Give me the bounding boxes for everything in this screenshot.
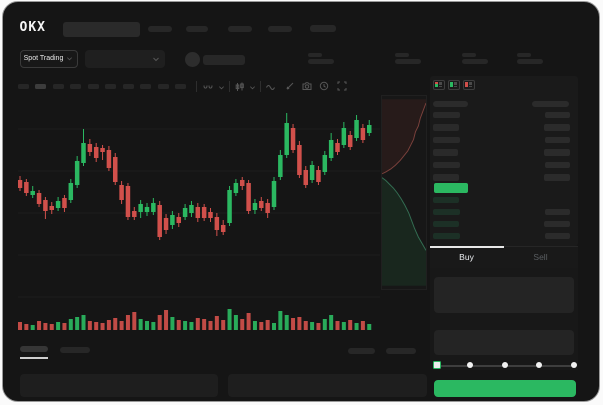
sell-tab-label: Sell xyxy=(533,252,548,262)
slider-handle[interactable] xyxy=(432,361,441,369)
timeframe-row xyxy=(17,83,186,89)
bottom-toolbar-item[interactable] xyxy=(385,347,416,354)
orderbook-row[interactable] xyxy=(432,121,570,134)
line-wave-icon[interactable] xyxy=(265,82,276,92)
orderbook-view-switcher xyxy=(432,79,475,90)
trade-tabs: Buy Sell xyxy=(429,245,578,268)
draw-pencil-icon[interactable] xyxy=(285,81,295,91)
chevron-down-icon[interactable] xyxy=(218,84,225,91)
ticker-stat-label xyxy=(461,52,476,57)
orderbook-row[interactable] xyxy=(432,218,570,230)
bottom-tab-indicator xyxy=(19,357,48,359)
candlestick-chart-canvas[interactable] xyxy=(17,100,380,335)
timeframe-button[interactable] xyxy=(175,83,186,89)
orderbook-row[interactable] xyxy=(432,146,570,159)
tab-buy[interactable]: Buy xyxy=(430,247,504,268)
tab-sell[interactable]: Sell xyxy=(504,247,578,268)
orderbook-bids xyxy=(432,194,570,242)
orders-panel-placeholder xyxy=(227,373,427,397)
nav-item-placeholder[interactable] xyxy=(309,24,336,32)
timeframe-button[interactable] xyxy=(70,83,81,89)
orderbook-view-both-icon[interactable] xyxy=(432,79,445,90)
fullscreen-icon[interactable] xyxy=(337,81,347,91)
orderbook-row[interactable] xyxy=(432,159,570,172)
market-type-selector[interactable]: Spot Trading xyxy=(19,49,78,68)
chart-type-icon[interactable] xyxy=(235,82,245,92)
nav-item-placeholder[interactable] xyxy=(147,25,172,32)
toolbar-divider xyxy=(259,80,261,92)
search-input[interactable] xyxy=(62,21,140,37)
slider-stop[interactable] xyxy=(501,362,508,368)
timeframe-button[interactable] xyxy=(17,83,29,89)
orders-panel-placeholder xyxy=(19,373,218,397)
toolbar-divider xyxy=(195,80,197,92)
pair-selector[interactable] xyxy=(84,49,165,68)
market-type-label: Spot Trading xyxy=(23,55,64,62)
timeframe-button[interactable] xyxy=(122,83,134,89)
orderbook-view-asks-icon[interactable] xyxy=(462,79,475,90)
buy-tab-label: Buy xyxy=(459,252,474,262)
indicators-icon[interactable] xyxy=(203,82,213,92)
timeframe-button[interactable] xyxy=(105,83,116,89)
orderbook-view-bids-icon[interactable] xyxy=(447,79,460,90)
buy-submit-button[interactable] xyxy=(433,379,576,397)
chevron-down-icon xyxy=(152,55,160,63)
orderbook-col-header-amount xyxy=(531,100,569,107)
clock-icon[interactable] xyxy=(319,81,329,91)
last-price-bar xyxy=(433,182,468,193)
amount-input[interactable] xyxy=(433,329,574,355)
nav-item-placeholder[interactable] xyxy=(185,25,208,32)
ticker-stat-value xyxy=(307,58,334,64)
timeframe-button[interactable] xyxy=(35,83,46,89)
pair-coin-avatar[interactable] xyxy=(184,51,200,67)
bottom-tab-active[interactable] xyxy=(19,345,48,352)
slider-stop[interactable] xyxy=(536,362,542,368)
camera-icon[interactable] xyxy=(302,81,312,91)
nav-item-placeholder[interactable] xyxy=(227,25,252,32)
amount-slider[interactable] xyxy=(432,360,577,372)
pair-name-placeholder xyxy=(202,54,245,65)
ticker-stat-label xyxy=(307,52,322,57)
okx-logo: OKX xyxy=(19,19,46,35)
orderbook-row[interactable] xyxy=(432,206,570,218)
ticker-stat-label xyxy=(516,52,531,57)
orderbook-row[interactable] xyxy=(432,230,570,242)
chevron-down-icon xyxy=(66,55,73,62)
toolbar-divider xyxy=(228,80,230,92)
bottom-tab[interactable] xyxy=(59,346,90,353)
ticker-stat-value xyxy=(516,58,543,64)
orderbook-row[interactable] xyxy=(432,109,570,122)
bottom-toolbar-item[interactable] xyxy=(347,347,375,354)
timeframe-button[interactable] xyxy=(157,83,169,89)
ticker-stat-value xyxy=(394,58,421,64)
price-input[interactable] xyxy=(433,276,574,313)
timeframe-button[interactable] xyxy=(87,83,99,89)
depth-chart[interactable] xyxy=(380,94,427,290)
orderbook-row[interactable] xyxy=(432,134,570,147)
slider-stop[interactable] xyxy=(467,362,473,368)
slider-stop[interactable] xyxy=(570,362,577,368)
orderbook-row[interactable] xyxy=(432,171,570,184)
timeframe-button[interactable] xyxy=(52,83,64,89)
ticker-stat-label xyxy=(394,52,409,57)
nav-item-placeholder[interactable] xyxy=(267,25,292,32)
timeframe-button[interactable] xyxy=(140,83,151,89)
chevron-down-icon[interactable] xyxy=(249,84,256,91)
orderbook-asks xyxy=(432,109,570,184)
orderbook-row[interactable] xyxy=(432,194,570,206)
orderbook-col-header-price xyxy=(432,100,468,107)
active-tab-indicator xyxy=(429,245,504,248)
ticker-stat-value xyxy=(461,58,488,64)
